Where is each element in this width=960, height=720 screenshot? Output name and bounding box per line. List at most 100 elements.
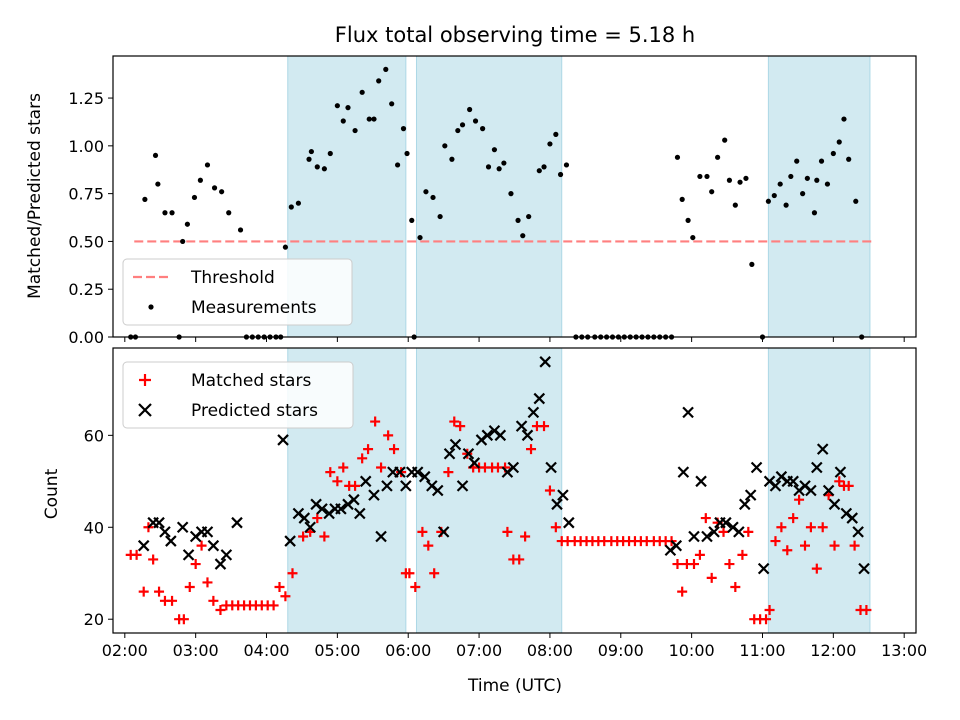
predicted-star-point	[335, 503, 347, 515]
measurement-point	[366, 116, 372, 122]
predicted-star-point	[769, 480, 782, 492]
y-tick-label: 0.75	[68, 185, 104, 204]
measurement-point	[327, 150, 333, 157]
legend: Matched stars Predicted stars	[122, 361, 354, 429]
predicted-star-point	[545, 461, 557, 474]
y-tick-label: 0.00	[68, 328, 104, 347]
measurement-point	[288, 204, 294, 210]
x-tick-label: 09:00	[598, 641, 644, 660]
measurement-point	[818, 158, 825, 164]
measurement-point	[726, 177, 733, 183]
matched-star-point	[196, 540, 207, 551]
predicted-star-point	[176, 521, 189, 534]
measurement-point	[449, 156, 455, 162]
x-tick-label: 07:00	[456, 641, 502, 660]
matched-star-point	[332, 476, 343, 487]
predicted-star-point	[688, 530, 700, 543]
predicted-star-point	[207, 539, 220, 552]
matched-star-point	[184, 582, 195, 593]
predicted-star-point	[231, 516, 243, 529]
matched-star-point	[154, 586, 165, 597]
matched-star-point	[718, 526, 729, 537]
predicted-star-point	[304, 521, 316, 534]
predicted-star-point	[787, 475, 799, 488]
predicted-star-point	[214, 558, 227, 570]
x-tick-label: 10:00	[669, 641, 715, 660]
predicted-star-point	[539, 356, 551, 368]
legend: Threshold Measurements	[122, 258, 353, 326]
measurement-point	[400, 126, 407, 132]
matched-star-point	[202, 577, 213, 588]
x-tick-label: 13:00	[881, 641, 927, 660]
predicted-star-point	[744, 489, 757, 501]
x-tick-label: 12:00	[810, 641, 856, 660]
predicted-star-point	[137, 539, 150, 552]
measurement-point	[308, 148, 314, 155]
matched-star-point	[148, 554, 159, 565]
predicted-star-point	[354, 507, 366, 520]
measurement-point	[853, 198, 859, 204]
matched-star-point	[383, 430, 394, 441]
measurement-point	[737, 179, 743, 185]
measurement-point	[237, 227, 244, 233]
legend-box	[122, 361, 354, 429]
predicted-star-point	[277, 434, 289, 446]
measurement-point	[508, 191, 514, 197]
measurement-point	[794, 158, 800, 164]
measurement-point	[191, 194, 198, 201]
predicted-star-point	[411, 466, 424, 478]
measurement-point	[282, 244, 289, 250]
measurement-point	[211, 185, 218, 191]
matched-star-point	[287, 568, 298, 579]
measurement-point	[811, 210, 818, 216]
matched-star-point	[215, 605, 226, 616]
y-tick-label: 0.25	[68, 280, 104, 299]
matched-star-point	[770, 536, 781, 547]
predicted-star-point	[462, 447, 475, 460]
measurement-point	[722, 137, 728, 143]
predicted-star-point	[682, 406, 694, 419]
predicted-star-point	[677, 466, 690, 478]
predicted-star-point	[527, 406, 540, 419]
predicted-star-point	[507, 461, 520, 474]
measurement-point	[547, 141, 553, 147]
legend-label: Threshold	[190, 268, 275, 288]
legend-label: Matched stars	[191, 371, 311, 391]
x-tick-label: 05:00	[314, 641, 360, 660]
measurement-point	[515, 217, 521, 223]
predicted-star-point	[298, 512, 311, 524]
matched-star-point	[544, 485, 555, 496]
measurement-point	[359, 89, 365, 95]
matched-star-point	[834, 476, 845, 487]
measurement-point	[697, 173, 703, 180]
predicted-star-point	[846, 512, 859, 524]
predicted-star-point	[720, 516, 732, 529]
predicted-star-point	[563, 516, 575, 529]
predicted-star-point	[834, 466, 847, 478]
predicted-star-point	[828, 498, 841, 511]
top-panel: 0.00 0.25 0.50 0.75 1.00 1.25 Threshold Measure…	[68, 55, 917, 347]
top-y-axis-label: Matched/Predicted stars	[25, 93, 45, 299]
plot-frame	[112, 55, 917, 338]
matched-star-point	[274, 582, 285, 593]
bottom-y-axis-label: Count	[42, 468, 62, 519]
measurement-point	[841, 116, 847, 122]
matched-star-point	[376, 462, 387, 473]
x-tick-label: 04:00	[243, 641, 289, 660]
matched-star-point	[280, 591, 291, 602]
y-tick-label: 1.25	[68, 89, 104, 108]
matched-star-point	[843, 480, 854, 491]
matched-star-point	[811, 563, 822, 574]
measurement-point	[459, 122, 466, 128]
measurement-point	[295, 200, 301, 206]
predicted-star-point	[456, 480, 469, 492]
predicted-star-point	[738, 498, 751, 511]
matched-star-point	[429, 568, 440, 579]
measurement-point	[321, 166, 327, 172]
measurement-point	[389, 101, 395, 107]
measurement-point	[557, 171, 564, 178]
predicted-star-point	[431, 484, 444, 497]
matched-star-point	[190, 559, 201, 570]
measurement-point	[204, 162, 211, 168]
matched-star-point	[138, 586, 149, 597]
